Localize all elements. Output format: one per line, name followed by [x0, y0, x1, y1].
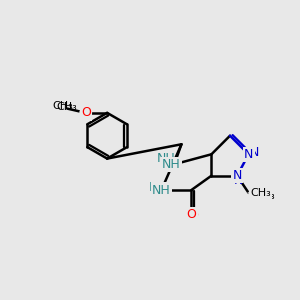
Text: CH₃: CH₃ [250, 188, 271, 198]
Circle shape [244, 150, 253, 159]
Text: O: O [81, 106, 91, 119]
Circle shape [155, 184, 168, 196]
Text: N: N [232, 169, 242, 182]
Text: NH: NH [148, 181, 167, 194]
Text: O: O [188, 209, 198, 222]
Text: N: N [244, 148, 253, 161]
Circle shape [186, 208, 197, 220]
Circle shape [232, 171, 242, 180]
Circle shape [168, 158, 181, 171]
Text: CH₃: CH₃ [57, 102, 77, 112]
Text: NH: NH [152, 184, 171, 196]
Text: NH: NH [162, 158, 181, 171]
Text: CH₃: CH₃ [254, 191, 275, 201]
Text: O: O [187, 208, 196, 221]
Text: N: N [250, 146, 260, 159]
Circle shape [80, 107, 92, 118]
Text: NH: NH [157, 152, 176, 164]
Text: N: N [234, 173, 243, 187]
Text: CH₃: CH₃ [52, 101, 73, 111]
Text: O: O [81, 105, 91, 118]
Text: O: O [81, 106, 91, 119]
